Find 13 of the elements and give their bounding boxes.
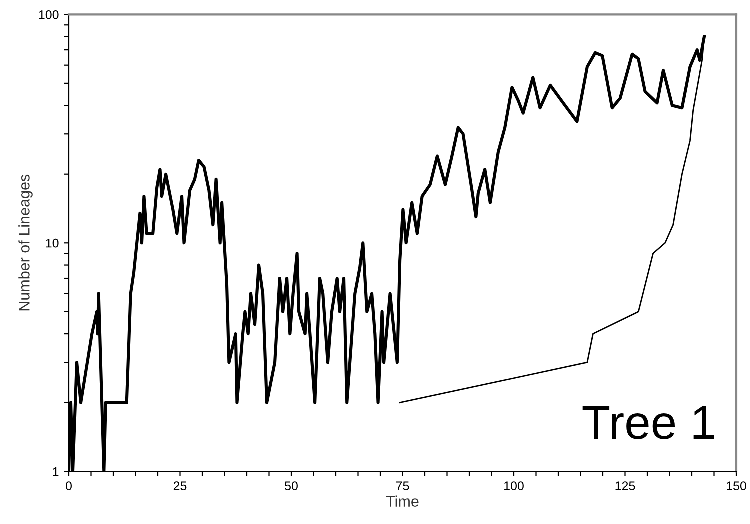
y-tick-label: 1	[53, 468, 59, 476]
x-tick-label: 100	[504, 482, 524, 491]
y-tick-label: 100	[39, 10, 59, 20]
x-axis-title: Time	[386, 496, 419, 507]
x-tick-label: 0	[66, 482, 72, 491]
x-tick-label: 25	[174, 482, 187, 491]
annotation: Tree 1	[582, 406, 714, 440]
x-tick-label: 50	[285, 482, 298, 491]
x-tick-label: 125	[616, 482, 636, 491]
x-tick-label: 150	[727, 482, 746, 491]
y-axis-title: Number of Lineages	[18, 174, 33, 311]
y-tick-label: 10	[46, 238, 59, 248]
x-tick-label: 75	[396, 482, 410, 491]
